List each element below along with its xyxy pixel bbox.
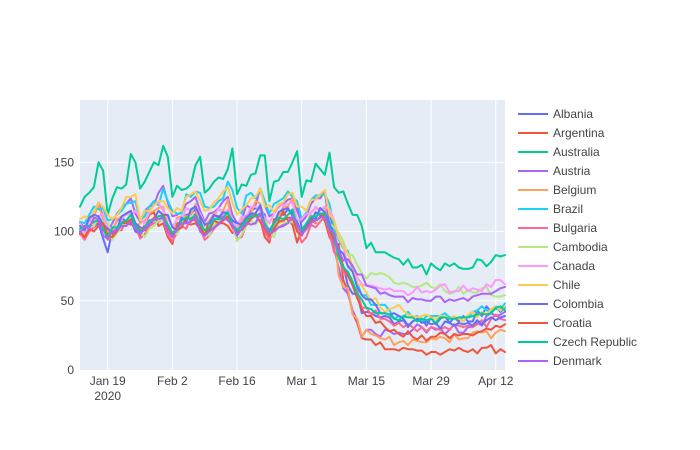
y-axis-ticks: 0 50 100 150 <box>54 155 74 377</box>
x-tick-label: Apr 12 <box>478 374 514 388</box>
legend-label: Cambodia <box>553 240 608 254</box>
series-lines <box>79 144 506 356</box>
legend-label: Denmark <box>553 354 603 368</box>
legend-item-belgium[interactable]: Belgium <box>518 183 596 197</box>
legend-label: Argentina <box>553 126 605 140</box>
y-tick-label: 100 <box>54 225 74 239</box>
legend-item-colombia[interactable]: Colombia <box>518 297 604 311</box>
legend-label: Colombia <box>553 297 604 311</box>
y-tick-label: 150 <box>54 155 74 169</box>
x-tick-label: Feb 16 <box>218 374 256 388</box>
legend-item-chile[interactable]: Chile <box>518 278 581 292</box>
legend-item-canada[interactable]: Canada <box>518 259 595 273</box>
legend-item-brazil[interactable]: Brazil <box>518 202 583 216</box>
x-tick-label: Jan 19 <box>90 374 126 388</box>
legend-item-argentina[interactable]: Argentina <box>518 126 605 140</box>
series-line-cambodia <box>79 212 506 298</box>
legend-label: Chile <box>553 278 581 292</box>
series-line-argentina <box>79 209 506 356</box>
legend-label: Croatia <box>553 316 592 330</box>
x-tick-label: Mar 1 <box>286 374 317 388</box>
legend-item-australia[interactable]: Australia <box>518 145 600 159</box>
legend-item-czech-republic[interactable]: Czech Republic <box>518 335 637 349</box>
legend-label: Canada <box>553 259 595 273</box>
series-line-belgium <box>79 197 506 347</box>
x-tick-label: Feb 2 <box>157 374 188 388</box>
legend-label: Bulgaria <box>553 221 597 235</box>
x-tick-label: Mar 15 <box>348 374 386 388</box>
y-tick-label: 0 <box>67 363 74 377</box>
legend-item-albania[interactable]: Albania <box>518 107 593 121</box>
x-tick-label: Mar 29 <box>412 374 450 388</box>
legend-item-croatia[interactable]: Croatia <box>518 316 592 330</box>
legend-label: Czech Republic <box>553 335 637 349</box>
series-line-chile <box>79 186 506 323</box>
series-line-brazil <box>79 180 506 323</box>
legend-background <box>512 100 682 375</box>
legend[interactable]: Albania Argentina Australia Austria Belgium B… <box>512 100 682 375</box>
series-line-australia <box>79 144 506 276</box>
legend-label: Austria <box>553 164 591 178</box>
legend-label: Australia <box>553 145 600 159</box>
legend-item-austria[interactable]: Austria <box>518 164 591 178</box>
legend-item-denmark[interactable]: Denmark <box>518 354 603 368</box>
series-line-denmark <box>79 212 506 304</box>
y-tick-label: 50 <box>61 294 75 308</box>
plot-background <box>80 100 505 370</box>
series-line-czech-republic <box>79 208 506 324</box>
legend-item-bulgaria[interactable]: Bulgaria <box>518 221 597 235</box>
x-tick-year-label: 2020 <box>94 389 121 403</box>
legend-label: Belgium <box>553 183 596 197</box>
legend-label: Albania <box>553 107 593 121</box>
legend-label: Brazil <box>553 202 583 216</box>
legend-item-cambodia[interactable]: Cambodia <box>518 240 608 254</box>
